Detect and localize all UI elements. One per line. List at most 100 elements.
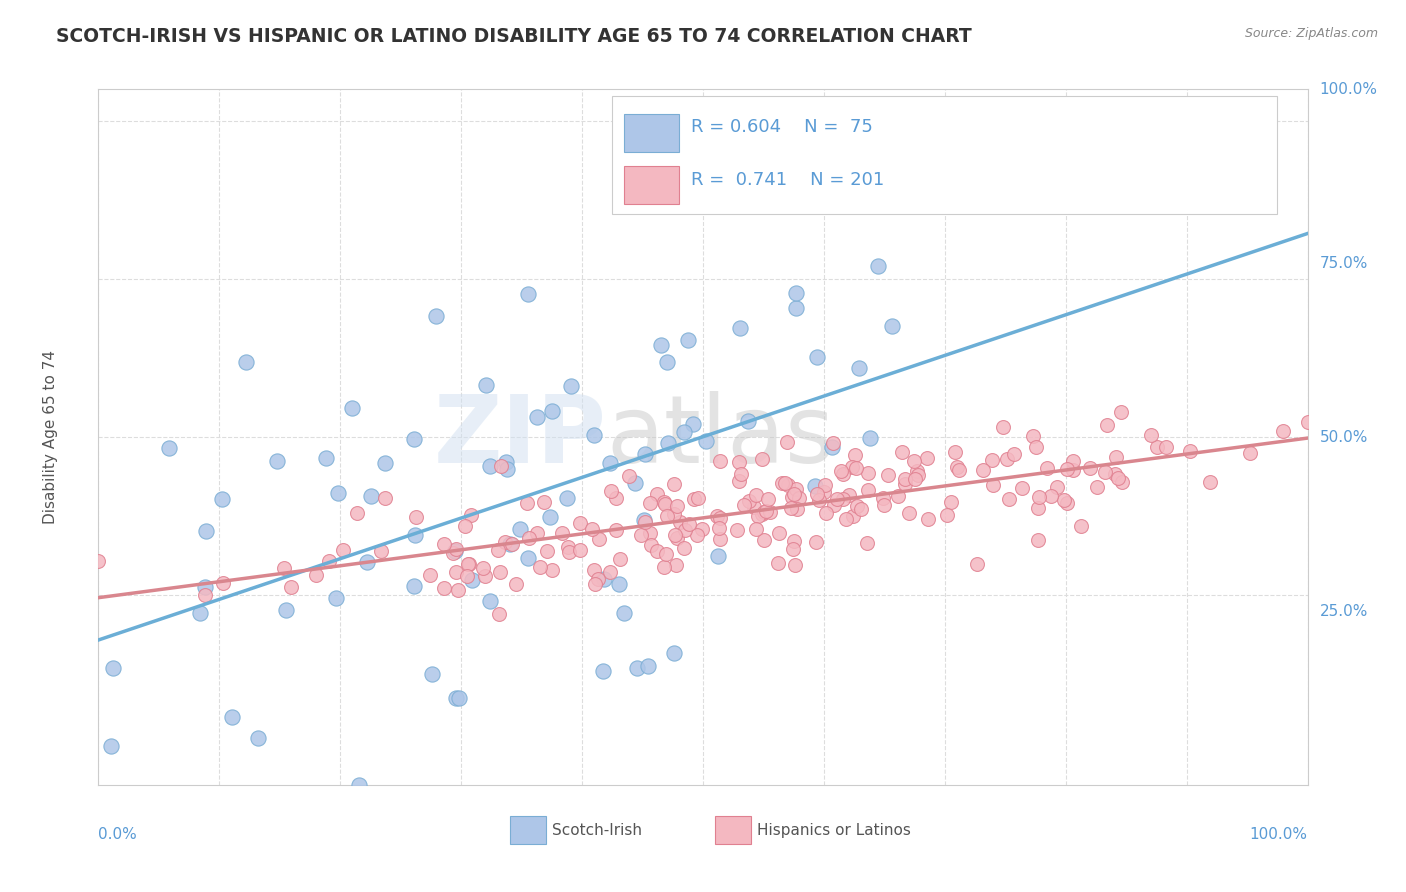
Point <box>672 425 695 440</box>
Point <box>998 491 1021 506</box>
Point <box>666 531 689 545</box>
Point <box>444 566 467 580</box>
Point <box>665 500 688 514</box>
Point <box>787 491 810 506</box>
Point <box>652 495 675 509</box>
Point <box>672 541 695 555</box>
Point <box>583 428 606 442</box>
Point <box>101 661 124 675</box>
Point <box>1111 475 1133 489</box>
Point <box>211 491 233 506</box>
Point <box>783 487 806 501</box>
Point <box>1056 496 1078 510</box>
Point <box>325 591 347 605</box>
Text: R =  0.741    N = 201: R = 0.741 N = 201 <box>690 170 884 188</box>
Point <box>728 455 751 469</box>
Point <box>486 543 509 558</box>
Point <box>669 515 692 529</box>
Point <box>858 483 880 497</box>
Point <box>626 660 648 674</box>
Point <box>315 451 337 466</box>
Point <box>785 483 807 497</box>
Point <box>1011 481 1033 495</box>
Point <box>247 731 270 745</box>
Point <box>872 491 894 506</box>
Point <box>904 473 927 487</box>
Point <box>640 538 662 552</box>
Point <box>755 504 778 518</box>
Point <box>823 498 845 512</box>
Text: SCOTCH-IRISH VS HISPANIC OR LATINO DISABILITY AGE 65 TO 74 CORRELATION CHART: SCOTCH-IRISH VS HISPANIC OR LATINO DISAB… <box>56 27 972 45</box>
Point <box>832 491 855 506</box>
Point <box>515 496 537 510</box>
Point <box>943 445 966 459</box>
Point <box>655 547 678 561</box>
Point <box>894 477 917 491</box>
Point <box>1198 475 1220 490</box>
Point <box>783 533 806 548</box>
Point <box>678 516 700 531</box>
Point <box>1272 424 1295 438</box>
Point <box>404 432 426 446</box>
Point <box>1070 518 1092 533</box>
Point <box>1239 446 1261 460</box>
Point <box>652 559 675 574</box>
Point <box>420 667 443 681</box>
Point <box>471 561 494 575</box>
FancyBboxPatch shape <box>509 816 546 844</box>
Point <box>664 646 686 660</box>
Point <box>747 508 769 523</box>
Point <box>634 447 657 461</box>
Point <box>194 580 217 594</box>
Point <box>1107 471 1129 485</box>
Point <box>737 414 759 428</box>
Point <box>752 533 775 547</box>
Point <box>995 452 1018 467</box>
Point <box>1296 415 1319 429</box>
Point <box>374 456 396 470</box>
Point <box>1154 440 1177 454</box>
Point <box>841 460 863 475</box>
Point <box>815 506 838 520</box>
Point <box>1104 467 1126 482</box>
Point <box>676 333 699 347</box>
Point <box>657 436 679 450</box>
Point <box>516 287 538 301</box>
Point <box>538 510 561 524</box>
Point <box>342 401 364 415</box>
Point <box>494 534 516 549</box>
Point <box>444 544 467 558</box>
Point <box>447 583 470 598</box>
Text: 25.0%: 25.0% <box>1320 604 1368 618</box>
Point <box>759 505 782 519</box>
Point <box>349 778 371 792</box>
Point <box>318 554 340 568</box>
Point <box>662 508 685 522</box>
Point <box>638 496 661 510</box>
Point <box>866 259 889 273</box>
Point <box>821 440 844 454</box>
Text: atlas: atlas <box>606 391 835 483</box>
Point <box>752 506 775 520</box>
Point <box>195 524 218 538</box>
FancyBboxPatch shape <box>624 113 679 152</box>
Point <box>738 494 761 508</box>
Point <box>873 498 896 512</box>
Point <box>948 463 970 477</box>
Point <box>444 542 467 557</box>
Text: 0.0%: 0.0% <box>98 827 138 842</box>
Point <box>1094 465 1116 479</box>
Point <box>495 461 517 475</box>
Point <box>682 417 704 432</box>
Point <box>727 474 749 488</box>
Point <box>650 338 672 352</box>
Point <box>707 549 730 564</box>
Point <box>273 561 295 575</box>
Point <box>505 576 527 591</box>
Point <box>605 491 627 506</box>
Point <box>638 526 661 541</box>
Point <box>745 488 768 502</box>
Point <box>686 528 709 542</box>
Point <box>917 512 939 526</box>
Point <box>725 523 748 537</box>
